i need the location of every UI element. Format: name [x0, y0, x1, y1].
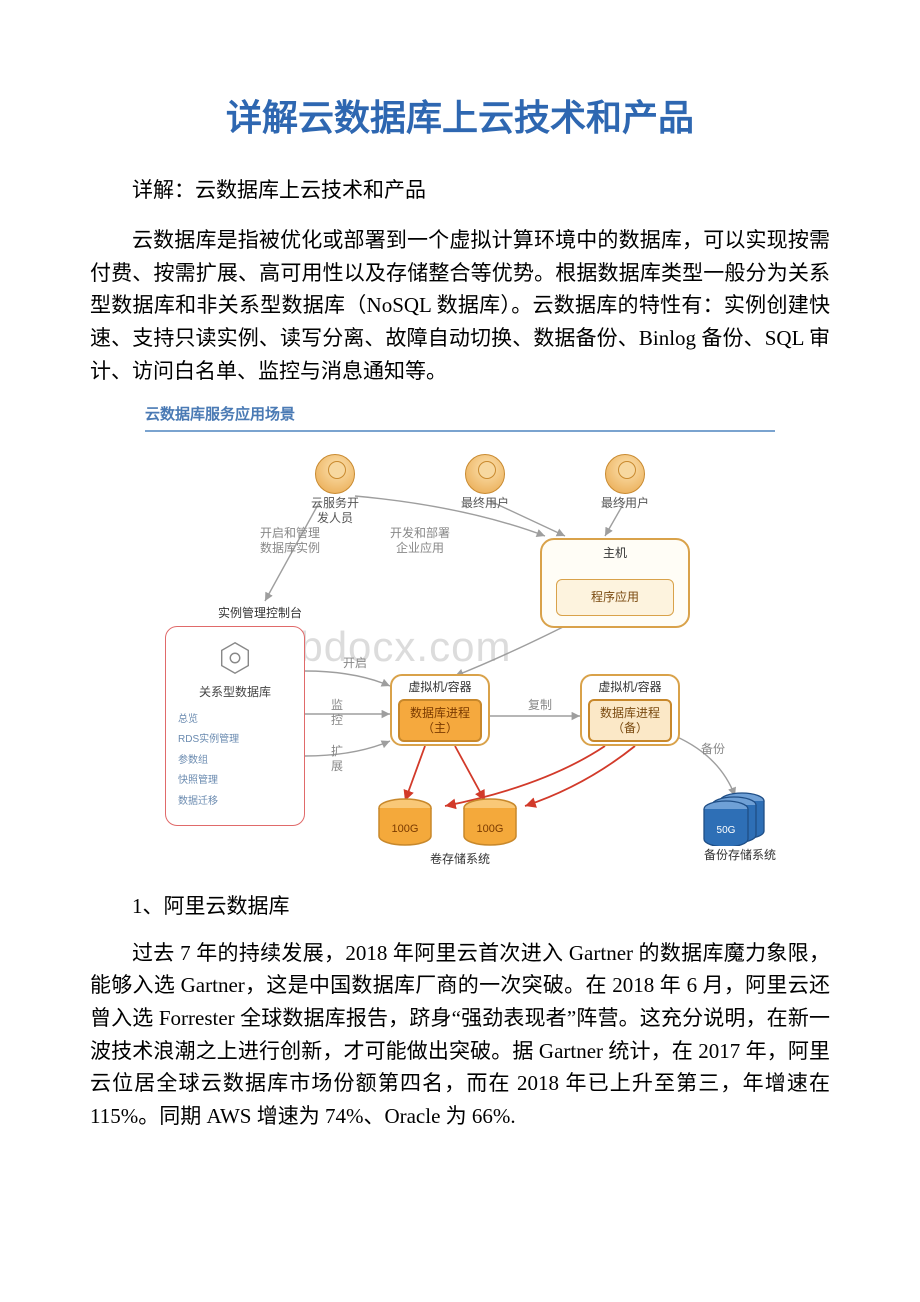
section-1-head: 1、阿里云数据库: [90, 890, 830, 923]
db-primary: 数据库进程 （主）: [398, 699, 482, 742]
primary-vm-label: 虚拟机/容器: [392, 680, 488, 695]
label-dev-deploy: 开发和部署 企业应用: [375, 526, 465, 556]
disk-100g-a-icon: 100G: [375, 798, 435, 848]
standby-vm-label: 虚拟机/容器: [582, 680, 678, 695]
subtitle: 详解：云数据库上云技术和产品: [132, 174, 830, 207]
actor-user1-label: 最终用户: [455, 496, 515, 511]
host-label: 主机: [542, 546, 688, 561]
hexagon-icon: [216, 639, 254, 677]
console-item: 总览: [178, 712, 292, 728]
console-head: 关系型数据库: [178, 683, 292, 702]
diagram-title: 云数据库服务应用场景: [145, 403, 775, 432]
diagram-container: 云数据库服务应用场景 www.bdocx.com: [145, 403, 775, 876]
svg-text:100G: 100G: [477, 823, 504, 835]
label-open-manage: 开启和管理 数据库实例: [245, 526, 335, 556]
label-vol-store: 卷存储系统: [415, 852, 505, 867]
label-console: 实例管理控制台: [205, 606, 315, 621]
console-item: 快照管理: [178, 773, 292, 789]
console-item: RDS实例管理: [178, 732, 292, 748]
page-title: 详解云数据库上云技术和产品: [90, 90, 830, 146]
label-start: 开启: [335, 656, 375, 671]
primary-vm: 虚拟机/容器 数据库进程 （主）: [390, 674, 490, 746]
actor-user2-label: 最终用户: [595, 496, 655, 511]
svg-text:50G: 50G: [717, 825, 736, 836]
standby-vm: 虚拟机/容器 数据库进程 （备）: [580, 674, 680, 746]
app-box: 程序应用: [556, 579, 674, 616]
console-item: 参数组: [178, 753, 292, 769]
label-replicate: 复制: [515, 698, 565, 713]
disk-100g-b-icon: 100G: [460, 798, 520, 848]
label-scale: 扩 展: [325, 744, 349, 774]
label-backup-store: 备份存储系统: [695, 848, 785, 863]
label-monitor: 监 控: [325, 698, 349, 728]
intro-paragraph: 云数据库是指被优化或部署到一个虚拟计算环境中的数据库，可以实现按需付费、按需扩展…: [90, 224, 830, 387]
console-panel: 关系型数据库 总览 RDS实例管理 参数组 快照管理 数据迁移: [165, 626, 305, 826]
section-1-paragraph: 过去 7 年的持续发展，2018 年阿里云首次进入 Gartner 的数据库魔力…: [90, 937, 830, 1132]
host-box: 主机 程序应用: [540, 538, 690, 628]
actor-developer-label: 云服务开 发人员: [300, 496, 370, 526]
architecture-diagram: www.bdocx.com: [145, 446, 775, 876]
db-standby: 数据库进程 （备）: [588, 699, 672, 742]
console-item: 数据迁移: [178, 794, 292, 810]
svg-text:100G: 100G: [392, 823, 419, 835]
disk-backup-icon: 50G: [700, 791, 770, 846]
label-backup: 备份: [693, 742, 733, 757]
